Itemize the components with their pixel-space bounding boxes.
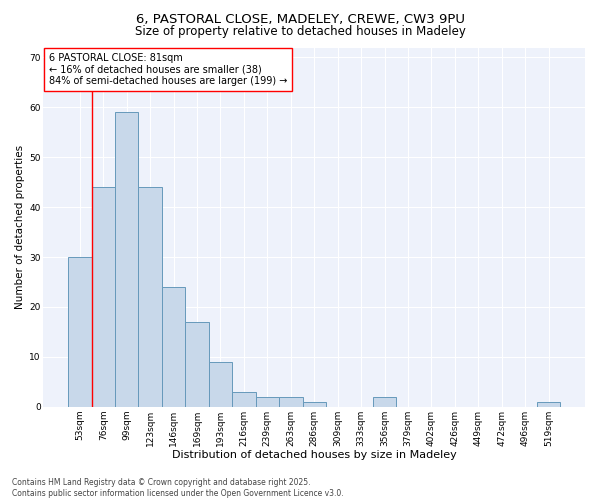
Bar bbox=[537, 402, 560, 406]
Bar bbox=[92, 187, 115, 406]
X-axis label: Distribution of detached houses by size in Madeley: Distribution of detached houses by size … bbox=[172, 450, 457, 460]
Bar bbox=[302, 402, 326, 406]
Bar bbox=[232, 392, 256, 406]
Bar bbox=[68, 257, 92, 406]
Bar bbox=[256, 396, 279, 406]
Bar bbox=[115, 112, 139, 406]
Bar bbox=[209, 362, 232, 406]
Text: Contains HM Land Registry data © Crown copyright and database right 2025.
Contai: Contains HM Land Registry data © Crown c… bbox=[12, 478, 344, 498]
Bar bbox=[162, 287, 185, 406]
Bar bbox=[373, 396, 396, 406]
Bar bbox=[139, 187, 162, 406]
Text: 6, PASTORAL CLOSE, MADELEY, CREWE, CW3 9PU: 6, PASTORAL CLOSE, MADELEY, CREWE, CW3 9… bbox=[136, 12, 464, 26]
Bar bbox=[279, 396, 302, 406]
Text: 6 PASTORAL CLOSE: 81sqm
← 16% of detached houses are smaller (38)
84% of semi-de: 6 PASTORAL CLOSE: 81sqm ← 16% of detache… bbox=[49, 53, 287, 86]
Text: Size of property relative to detached houses in Madeley: Size of property relative to detached ho… bbox=[134, 25, 466, 38]
Y-axis label: Number of detached properties: Number of detached properties bbox=[15, 145, 25, 309]
Bar bbox=[185, 322, 209, 406]
